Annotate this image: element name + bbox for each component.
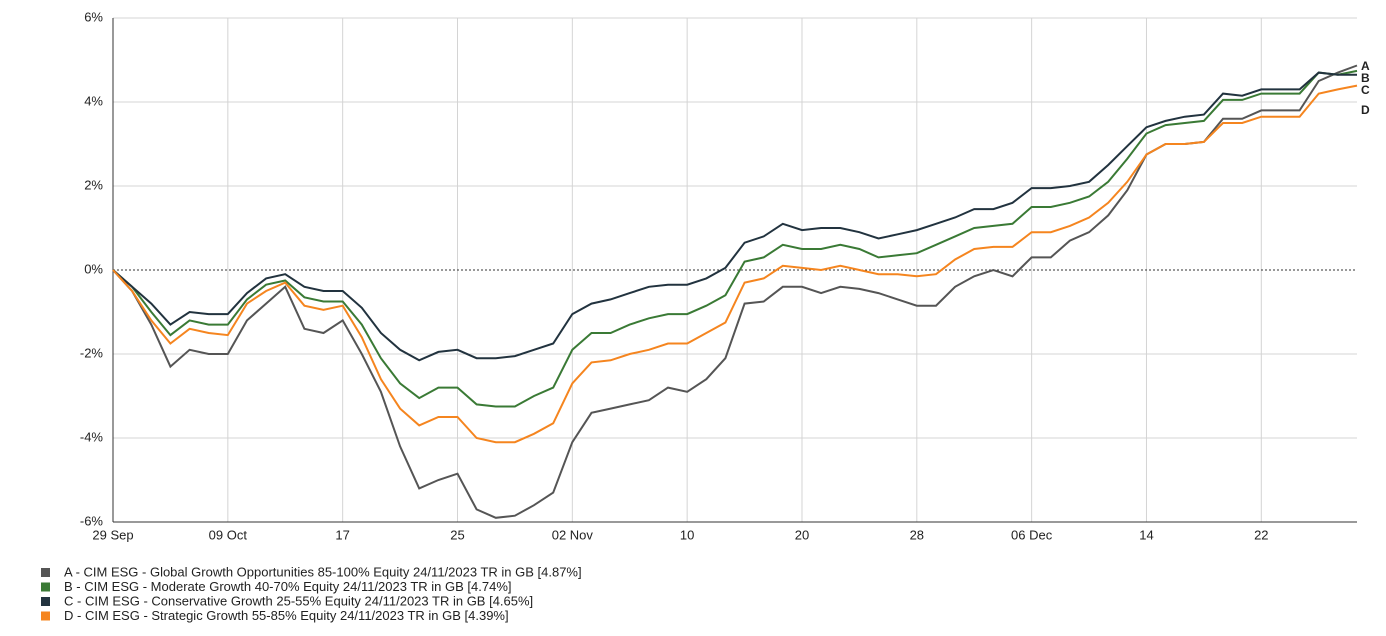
y-tick-label: 2%: [84, 177, 103, 192]
end-label: B: [1361, 71, 1370, 85]
y-tick-label: 0%: [84, 261, 103, 276]
legend: A - CIM ESG - Global Growth Opportunitie…: [41, 564, 582, 623]
legend-label: B - CIM ESG - Moderate Growth 40-70% Equ…: [64, 579, 512, 594]
end-label: D: [1361, 103, 1370, 117]
legend-label: C - CIM ESG - Conservative Growth 25-55%…: [64, 593, 533, 608]
x-tick-label: 22: [1254, 527, 1268, 542]
x-tick-label: 02 Nov: [552, 527, 594, 542]
x-tick-label: 28: [910, 527, 924, 542]
end-label: C: [1361, 83, 1370, 97]
series-line: [112, 71, 1357, 362]
legend-swatch: [41, 611, 50, 621]
legend-swatch: [41, 582, 50, 592]
legend-label: D - CIM ESG - Strategic Growth 55-85% Eq…: [64, 608, 509, 623]
y-tick-label: -2%: [80, 345, 104, 360]
x-tick-label: 25: [450, 527, 464, 542]
legend-swatch: [41, 597, 50, 606]
x-tick-label: 06 Dec: [1011, 527, 1053, 542]
x-tick-label: 10: [680, 527, 694, 542]
x-tick-label: 29 Sep: [92, 527, 133, 542]
x-tick-label: 14: [1139, 527, 1153, 542]
y-tick-label: 4%: [84, 93, 103, 108]
end-label: A: [1361, 59, 1370, 73]
x-tick-label: 20: [795, 527, 809, 542]
series-line: [112, 64, 1358, 519]
x-tick-label: 09 Oct: [209, 527, 248, 542]
legend-swatch: [41, 568, 50, 577]
y-tick-label: -6%: [80, 513, 104, 528]
y-tick-label: 6%: [84, 9, 103, 24]
series-line: [112, 69, 1358, 408]
series-line: [112, 84, 1358, 444]
x-tick-label: 17: [335, 527, 349, 542]
legend-label: A - CIM ESG - Global Growth Opportunitie…: [64, 564, 582, 579]
y-tick-label: -4%: [80, 429, 104, 444]
